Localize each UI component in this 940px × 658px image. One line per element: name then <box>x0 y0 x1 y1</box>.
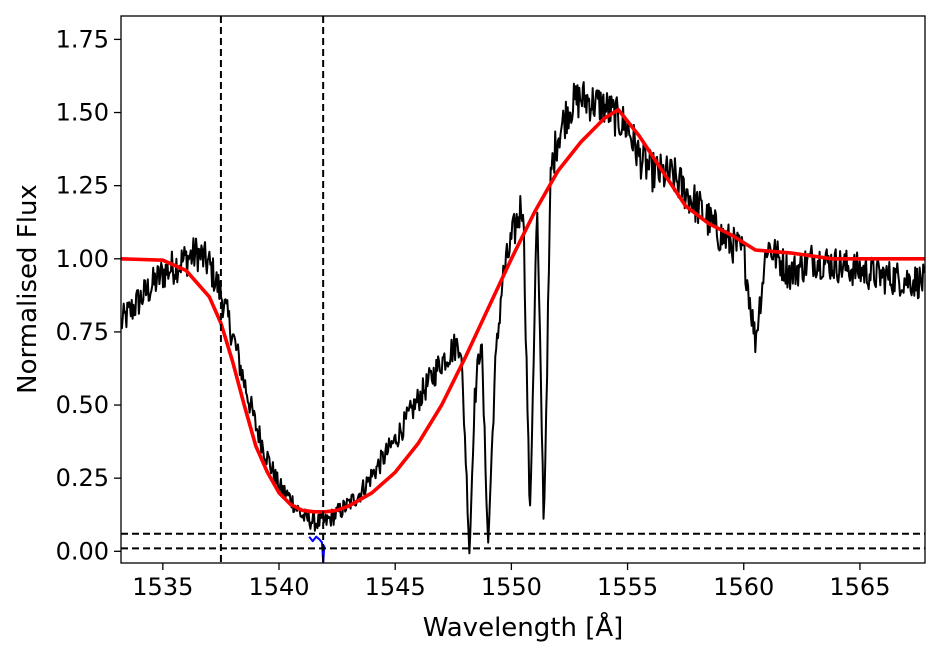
plot-area <box>121 16 925 563</box>
axes: 1535 1540 1545 1550 1555 1560 1565 0.00 0.25 0.50… <box>56 15 926 601</box>
y-tick-label: 1.75 <box>56 25 109 53</box>
series-line-1 <box>121 107 925 514</box>
x-tick-label: 1555 <box>597 573 658 601</box>
y-tick-label: 0.25 <box>56 464 109 492</box>
x-tick-label: 1540 <box>248 573 309 601</box>
y-tick-label: 1.50 <box>56 99 109 127</box>
x-axis-title: Wavelength [Å] <box>423 611 624 643</box>
x-tick-label: 1545 <box>365 573 426 601</box>
y-tick-label: 1.25 <box>56 172 109 200</box>
series-line-2 <box>308 535 326 563</box>
y-tick-label: 0.75 <box>56 318 109 346</box>
x-tick-label: 1550 <box>481 573 542 601</box>
y-tick-label: 0.50 <box>56 391 109 419</box>
x-tick-label: 1535 <box>132 573 193 601</box>
x-tick-label: 1560 <box>713 573 774 601</box>
y-tick-label: 0.00 <box>56 537 109 565</box>
y-tick-label: 1.00 <box>56 245 109 273</box>
series-line-0 <box>121 81 925 555</box>
plot-frame <box>120 15 926 564</box>
x-tick-label: 1565 <box>829 573 890 601</box>
y-axis-title: Normalised Flux <box>13 184 43 394</box>
